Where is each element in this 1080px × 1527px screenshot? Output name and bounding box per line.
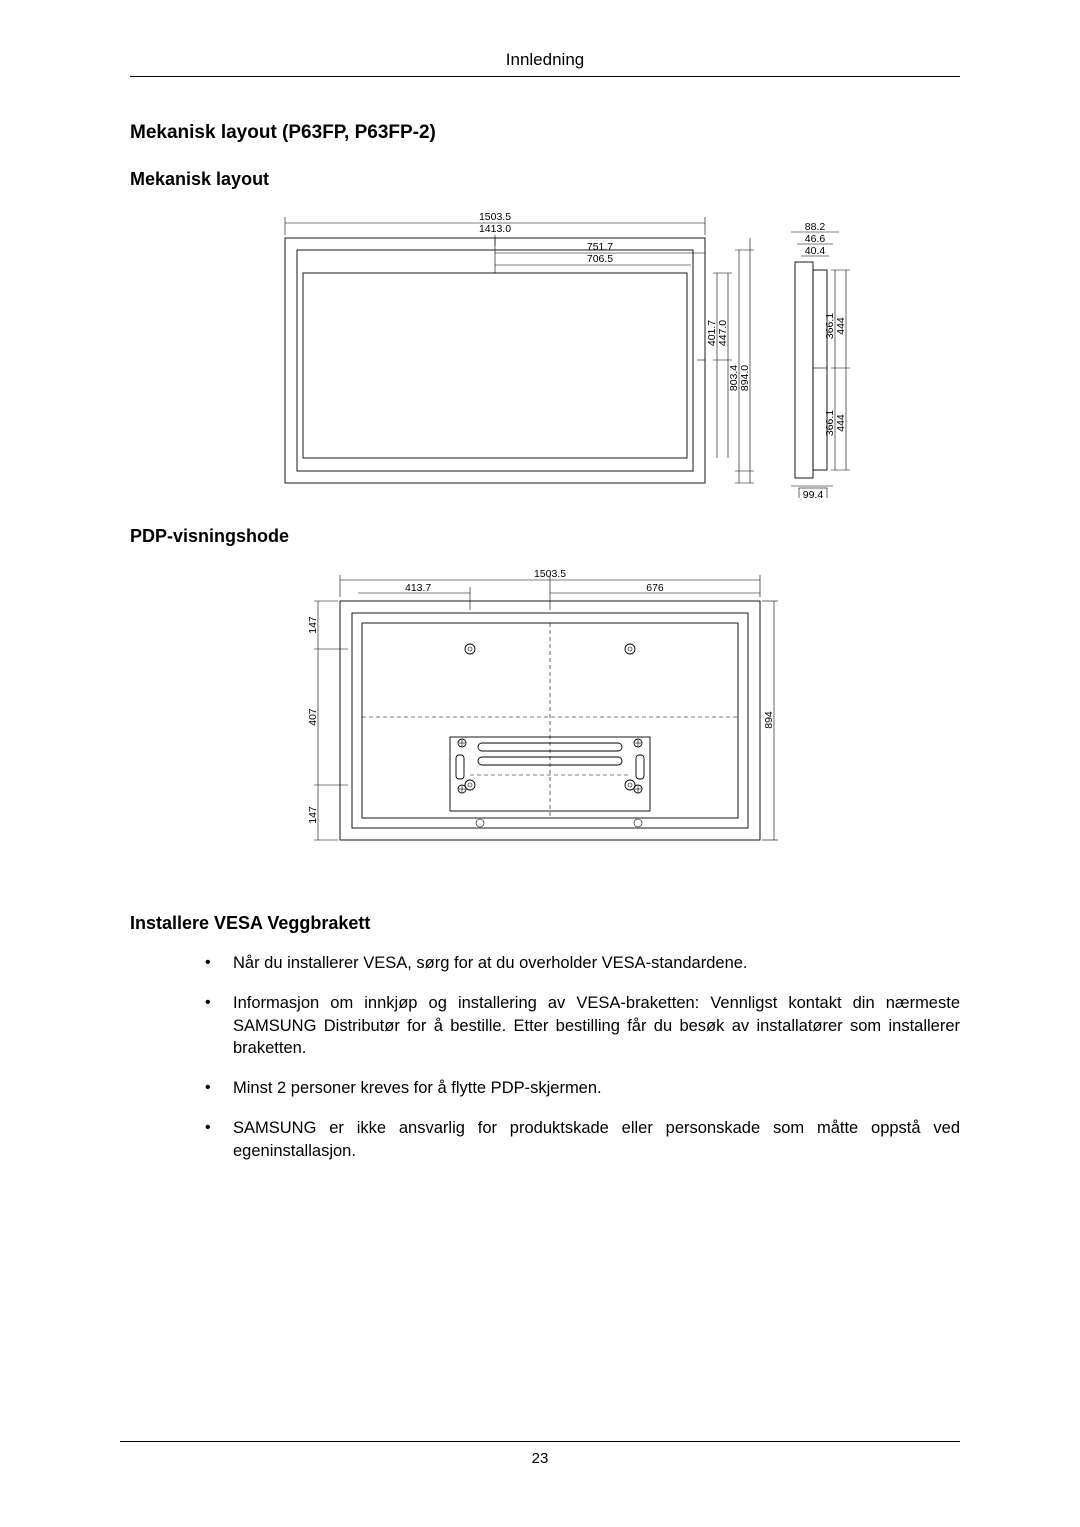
dim-label: 447.0 bbox=[717, 320, 729, 346]
section-title-pdp: PDP-visningshode bbox=[130, 526, 960, 547]
list-item: Informasjon om innkjøp og installering a… bbox=[205, 992, 960, 1059]
header-title: Innledning bbox=[130, 50, 960, 70]
section-title-main: Mekanisk layout (P63FP, P63FP-2) bbox=[130, 122, 960, 144]
page-number: 23 bbox=[120, 1450, 960, 1467]
section-title-vesa: Installere VESA Veggbrakett bbox=[130, 913, 960, 934]
list-item: SAMSUNG er ikke ansvarlig for produktska… bbox=[205, 1117, 960, 1162]
diagram-mekanisk-layout: 1503.5 1413.0 751.7 706.5 401.7 447.0 bbox=[225, 208, 865, 498]
list-item: Minst 2 personer kreves for å flytte PDP… bbox=[205, 1077, 960, 1099]
bullet-list: Når du installerer VESA, sørg for at du … bbox=[130, 952, 960, 1162]
dim-label: 46.6 bbox=[805, 233, 826, 245]
dim-label: 147 bbox=[307, 616, 319, 634]
dim-label: 751.7 bbox=[587, 241, 613, 253]
dim-label: 706.5 bbox=[587, 253, 613, 265]
section-title-mekanisk: Mekanisk layout bbox=[130, 169, 960, 190]
dim-label: 99.4 bbox=[803, 489, 824, 498]
dim-label: 413.7 bbox=[405, 582, 431, 594]
dim-label: 894.0 bbox=[739, 365, 751, 391]
dim-label: 1503.5 bbox=[479, 211, 511, 223]
dim-label: 88.2 bbox=[805, 221, 826, 233]
dim-label: 1413.0 bbox=[479, 223, 511, 235]
dim-label: 407 bbox=[307, 708, 319, 726]
header-rule bbox=[130, 76, 960, 77]
dim-label: 147 bbox=[307, 806, 319, 824]
diagram-pdp-visningshode: 1503.5 676 413.7 147 407 147 bbox=[270, 565, 820, 855]
dim-label: 444 bbox=[835, 317, 847, 335]
dim-label: 894 bbox=[763, 711, 775, 729]
footer-rule bbox=[120, 1441, 960, 1442]
dim-label: 676 bbox=[646, 582, 664, 594]
dim-label: 40.4 bbox=[805, 245, 826, 257]
list-item: Når du installerer VESA, sørg for at du … bbox=[205, 952, 960, 974]
dim-label: 444 bbox=[835, 414, 847, 432]
